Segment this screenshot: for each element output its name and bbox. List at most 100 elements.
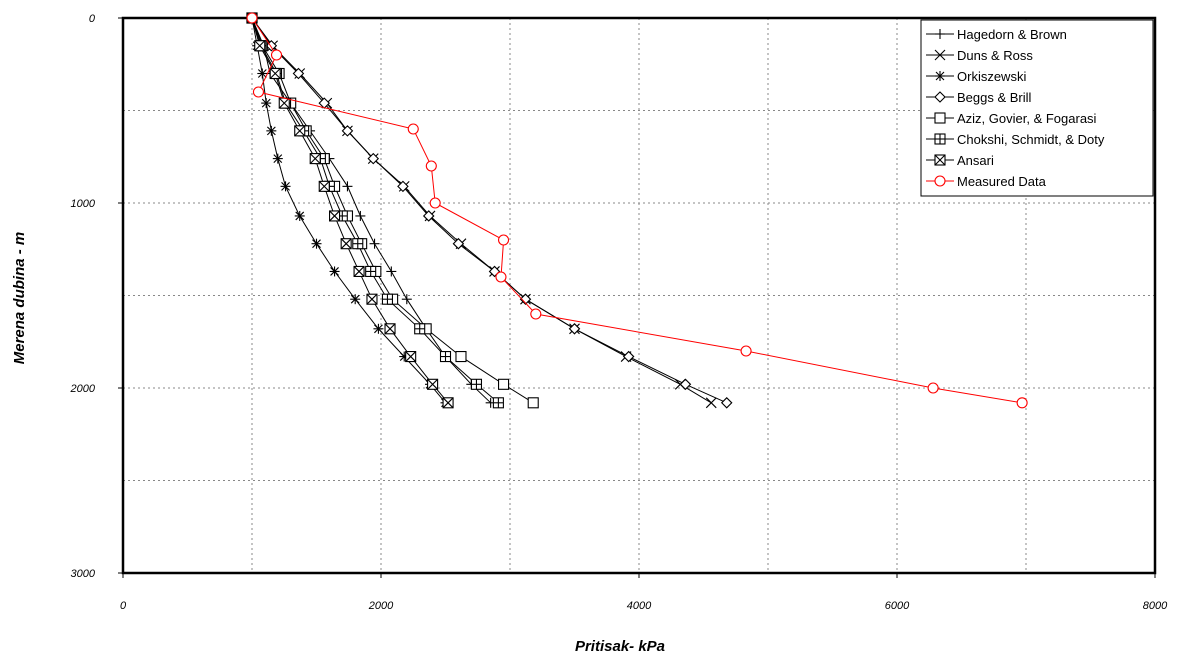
data-point: [1016, 397, 1028, 409]
data-point: [519, 293, 532, 305]
data-point: [442, 397, 454, 409]
data-point: [266, 125, 277, 136]
series-line: [251, 17, 727, 404]
data-point: [397, 180, 409, 193]
legend-box: [920, 19, 1154, 197]
data-point: [294, 125, 306, 137]
y-tick-label: 1000: [71, 198, 96, 210]
data-point: [261, 98, 272, 109]
series-layer: [246, 12, 1028, 409]
data-point: [401, 294, 412, 305]
data-point: [935, 29, 945, 39]
legend-item: Hagedorn & Brown: [926, 27, 1067, 42]
legend-label: Aziz, Govier, & Fogarasi: [957, 111, 1097, 126]
x-tick-label: 2000: [368, 600, 394, 612]
legend-label: Ansari: [957, 153, 994, 168]
legend-label: Chokshi, Schmidt, & Doty: [957, 132, 1105, 147]
data-point: [740, 345, 752, 357]
legend-item: Ansari: [926, 153, 994, 168]
x-tick-label: 8000: [1143, 600, 1168, 612]
data-point: [386, 266, 397, 277]
data-point: [934, 112, 946, 124]
data-point: [257, 68, 268, 79]
series-line: [251, 17, 499, 404]
data-point: [622, 350, 635, 363]
data-point: [422, 210, 435, 222]
legend-label: Hagedorn & Brown: [957, 27, 1067, 42]
data-point: [352, 238, 364, 250]
data-point: [350, 294, 361, 305]
series-line: [251, 17, 1023, 404]
data-point: [353, 265, 365, 278]
data-point: [355, 210, 366, 221]
data-point: [530, 308, 542, 320]
legend-label: Beggs & Brill: [957, 90, 1032, 105]
data-point: [366, 293, 378, 305]
legend-label: Duns & Ross: [957, 48, 1033, 63]
x-axis-title: Pritisak- kPa: [575, 638, 665, 655]
data-point: [497, 378, 510, 390]
data-point: [429, 197, 441, 209]
y-axis-title: Merena dubina - m: [11, 232, 28, 365]
legend-item: Aziz, Govier, & Fogarasi: [926, 111, 1097, 126]
series-6: [246, 12, 454, 409]
data-point: [342, 181, 353, 192]
data-point: [568, 323, 581, 335]
data-point: [934, 154, 946, 166]
data-point: [720, 397, 733, 409]
data-point: [405, 350, 417, 363]
data-point: [269, 67, 281, 80]
series-3: [246, 12, 733, 409]
data-point: [309, 153, 321, 165]
legend-label: Orkiszewski: [957, 69, 1026, 84]
data-point: [329, 210, 341, 222]
legend-item: Duns & Ross: [926, 48, 1033, 63]
legend-item: Beggs & Brill: [926, 90, 1032, 105]
legend-item: Chokshi, Schmidt, & Doty: [926, 132, 1105, 147]
data-point: [470, 378, 483, 390]
data-point: [927, 382, 939, 394]
data-point: [497, 234, 510, 246]
legend-item: Orkiszewski: [926, 69, 1026, 84]
x-tick-label: 6000: [885, 600, 910, 612]
data-point: [495, 271, 507, 283]
data-point: [439, 350, 452, 363]
legend-item: Measured Data: [926, 174, 1047, 189]
data-point: [414, 323, 426, 335]
data-point: [318, 180, 330, 192]
data-point: [455, 350, 467, 363]
data-point: [292, 67, 305, 80]
data-point: [384, 323, 396, 335]
legend-label: Measured Data: [957, 174, 1047, 189]
data-point: [280, 181, 291, 192]
data-point: [452, 237, 465, 250]
data-point: [934, 133, 946, 145]
data-point: [705, 397, 717, 409]
legend: Hagedorn & Brown Duns & Ross Orkiszewski Be…: [920, 19, 1154, 197]
data-point: [278, 97, 290, 109]
axis-ticks: 0 2000 4000 6000 8000 0 1000 2000 3000: [70, 13, 1169, 612]
data-point: [329, 266, 340, 277]
data-point: [294, 210, 305, 221]
data-point: [492, 397, 504, 409]
x-tick-label: 0: [120, 600, 127, 612]
data-point: [254, 40, 266, 52]
y-tick-label: 3000: [71, 568, 96, 580]
data-point: [527, 397, 539, 409]
series-line: [251, 17, 534, 404]
data-point: [935, 71, 945, 81]
data-point: [679, 378, 692, 391]
data-point: [381, 293, 394, 305]
series-5: [246, 12, 504, 409]
data-point: [427, 378, 439, 390]
data-point: [934, 175, 946, 187]
data-point: [311, 238, 322, 249]
data-point: [425, 160, 437, 172]
data-point: [373, 323, 384, 334]
data-point: [270, 49, 283, 61]
data-point: [252, 86, 265, 98]
data-point: [367, 152, 380, 165]
series-4: [246, 12, 539, 409]
